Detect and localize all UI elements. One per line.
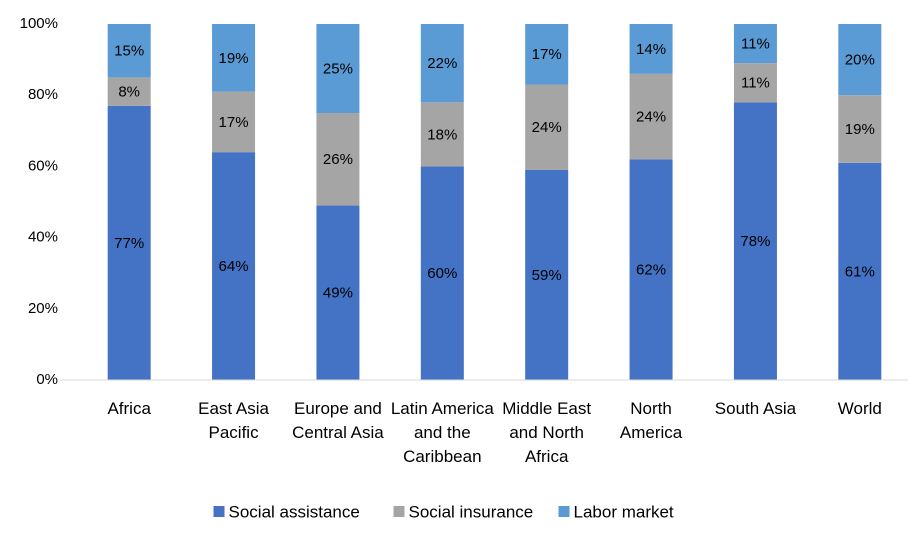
bar-segment (733, 63, 777, 103)
legend-label: Social insurance (409, 502, 534, 521)
y-tick-label: 40% (28, 229, 58, 246)
legend-label: Social assistance (229, 502, 360, 521)
data-label: 25% (323, 60, 353, 77)
bar-segment (212, 152, 256, 380)
bar-segment (212, 91, 256, 153)
data-label: 22% (427, 55, 457, 72)
bar-segment (212, 24, 256, 92)
data-label: 61% (845, 263, 875, 280)
bar-segment (420, 166, 464, 380)
data-label: 17% (219, 114, 249, 131)
x-tick-label: East Asia Pacific (198, 399, 269, 442)
y-tick-label: 60% (28, 157, 58, 174)
data-label: 19% (845, 121, 875, 138)
data-label: 17% (532, 46, 562, 63)
data-label: 20% (845, 52, 875, 69)
x-tick-label: Europe and Central Asia (292, 399, 384, 442)
data-label: 19% (219, 50, 249, 67)
bar-segment (107, 24, 151, 78)
data-label: 11% (741, 75, 770, 92)
data-label: 24% (636, 109, 666, 126)
data-label: 77% (114, 235, 144, 252)
bar-segment (629, 73, 673, 160)
bar-segment (107, 105, 151, 380)
bar-segment (316, 113, 360, 206)
legend-label: Labor market (574, 502, 674, 521)
bar-segment (420, 24, 464, 103)
data-label: 26% (323, 151, 353, 168)
data-label: 18% (427, 126, 457, 143)
data-label: 59% (532, 267, 562, 284)
data-label: 78% (740, 233, 770, 250)
data-label: 49% (323, 285, 353, 302)
bar-segment (838, 95, 882, 163)
data-label: 64% (219, 258, 249, 275)
data-label: 62% (636, 262, 666, 279)
x-tick-label: Middle East and North Africa (502, 399, 592, 466)
bar-segment (420, 102, 464, 167)
bar-segment (629, 24, 673, 74)
data-label: 14% (636, 41, 666, 58)
bar-segment (629, 159, 673, 380)
legend-swatch (393, 506, 405, 517)
legend-swatch (213, 506, 225, 517)
bar-segment (838, 162, 882, 380)
bar-segment (525, 84, 569, 170)
bar-segment (733, 24, 777, 64)
x-tick-label: South Asia (714, 399, 797, 418)
y-tick-label: 100% (20, 15, 58, 32)
data-label: 11% (741, 36, 770, 53)
x-tick-label: Latin America and the Caribbean (390, 399, 494, 466)
bar-segment (733, 102, 777, 380)
bar-segment (838, 24, 882, 96)
legend-swatch (558, 506, 570, 517)
bar-segment (316, 205, 360, 380)
x-tick-label: North America (619, 399, 683, 442)
x-tick-label: Africa (107, 399, 151, 418)
x-tick-label: World (837, 399, 882, 418)
data-label: 24% (532, 119, 562, 136)
bar-segment (525, 24, 569, 85)
data-label: 60% (427, 265, 457, 282)
y-tick-label: 0% (36, 371, 58, 388)
bar-segment (107, 77, 151, 106)
y-tick-label: 20% (28, 300, 58, 317)
y-tick-label: 80% (28, 86, 58, 103)
bar-segment (316, 24, 360, 113)
data-label: 8% (118, 84, 140, 101)
data-label: 15% (114, 43, 144, 60)
bar-segment (525, 169, 569, 380)
